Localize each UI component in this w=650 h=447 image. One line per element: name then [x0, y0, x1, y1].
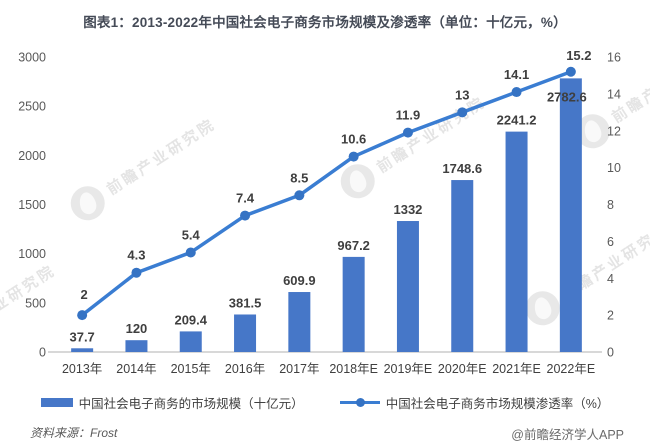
line-data-label: 14.1	[504, 67, 529, 82]
bar-2015年	[179, 331, 202, 352]
bar-data-label: 120	[126, 321, 148, 336]
line-data-label: 7.4	[236, 191, 255, 206]
bar-2016年	[234, 314, 257, 352]
bar-2019年E	[396, 221, 419, 352]
right-axis-tick: 12	[607, 124, 621, 138]
right-axis-tick: 6	[607, 235, 614, 249]
x-axis-label: 2019年E	[384, 362, 433, 376]
bar-data-label: 967.2	[337, 238, 370, 253]
penetration-line	[80, 70, 573, 317]
legend-label-penetration: 中国社会电子商务市场规模渗透率（%）	[385, 397, 610, 411]
line-data-label: 15.2	[566, 48, 591, 63]
line-marker-2022年E	[565, 66, 576, 77]
bar-data-label: 381.5	[229, 295, 262, 310]
legend-item-market-size: 中国社会电子商务的市场规模（十亿元）	[40, 393, 304, 412]
legend-item-penetration: 中国社会电子商务市场规模渗透率（%）	[339, 393, 610, 412]
line-data-label: 2	[81, 287, 88, 302]
line-marker-2020年E	[457, 107, 468, 118]
x-axis-label: 2013年	[62, 362, 102, 376]
chart-title: 图表1：2013-2022年中国社会电子商务市场规模及渗透率（单位：十亿元，%）	[83, 15, 567, 30]
bar-data-label: 2241.2	[497, 113, 537, 128]
line-data-label: 10.6	[341, 132, 366, 147]
bar-data-label: 2782.6	[547, 89, 587, 104]
line-marker-2017年	[294, 190, 305, 201]
x-axis-label: 2018年E	[329, 362, 378, 376]
legend-label-market-size: 中国社会电子商务的市场规模（十亿元）	[78, 397, 304, 411]
line-marker-2019年E	[402, 127, 413, 138]
line-marker-2018年E	[348, 151, 359, 162]
line-marker-2021年E	[511, 87, 522, 98]
combo-chart-canvas: 0 500 1000 1500 2000 2500 3000 0 2 4 6 8 10 12 14 16 201…	[18, 48, 621, 376]
line-data-label: 13	[455, 87, 469, 102]
left-axis-tick: 0	[39, 346, 46, 360]
chart-legend: 中国社会电子商务的市场规模（十亿元） 中国社会电子商务市场规模渗透率（%）	[0, 393, 650, 412]
line-data-label: 4.3	[127, 248, 145, 263]
x-axis-label: 2020年E	[438, 362, 487, 376]
x-axis-label: 2016年	[225, 362, 265, 376]
bar-data-label: 37.7	[69, 329, 94, 344]
x-axis-label: 2014年	[116, 362, 156, 376]
right-axis-tick: 10	[607, 161, 621, 175]
right-axis-tick: 4	[607, 272, 614, 286]
bar-data-label: 1748.6	[442, 161, 482, 176]
line-data-label: 8.5	[290, 170, 308, 185]
x-axis-label: 2015年	[171, 362, 211, 376]
line-marker-2014年	[131, 267, 142, 278]
bar-2021年E	[505, 131, 528, 352]
right-axis-tick: 0	[607, 346, 614, 360]
left-axis-tick: 2000	[18, 149, 46, 163]
bar-data-label: 209.4	[174, 312, 207, 327]
x-axis-label: 2022年E	[547, 362, 596, 376]
bar-2014年	[125, 340, 148, 352]
line-marker-2015年	[185, 247, 196, 258]
left-axis-tick: 2500	[18, 100, 46, 114]
bar-2017年	[288, 292, 311, 352]
right-axis-tick: 8	[607, 198, 614, 212]
line-series-swatch	[339, 398, 380, 407]
bar-2022年E	[559, 78, 582, 352]
data-source-note: 资料来源：Frost	[30, 426, 118, 440]
line-swatch-dot	[355, 398, 365, 407]
right-axis-tick: 14	[607, 87, 621, 101]
bar-data-label: 1332	[393, 202, 422, 217]
bar-series-swatch	[40, 398, 73, 407]
right-axis-tick: 16	[607, 51, 621, 65]
line-data-label: 11.9	[396, 108, 421, 123]
left-axis-tick: 500	[25, 296, 46, 310]
line-marker-2016年	[240, 210, 251, 221]
x-axis-label: 2021年E	[492, 362, 541, 376]
line-marker-2013年	[77, 310, 88, 321]
right-axis-tick: 2	[607, 309, 614, 323]
x-axis-label: 2017年	[279, 362, 319, 376]
left-axis-tick: 1000	[18, 247, 46, 261]
brand-credit: @前瞻经济学人APP	[511, 428, 624, 442]
bar-data-label: 609.9	[283, 273, 316, 288]
bar-2018年E	[342, 256, 365, 352]
line-data-label: 5.4	[182, 227, 201, 242]
left-axis-tick: 1500	[18, 198, 46, 212]
left-axis-tick: 3000	[18, 51, 46, 65]
bar-2013年	[71, 348, 94, 352]
bar-2020年E	[451, 180, 474, 352]
